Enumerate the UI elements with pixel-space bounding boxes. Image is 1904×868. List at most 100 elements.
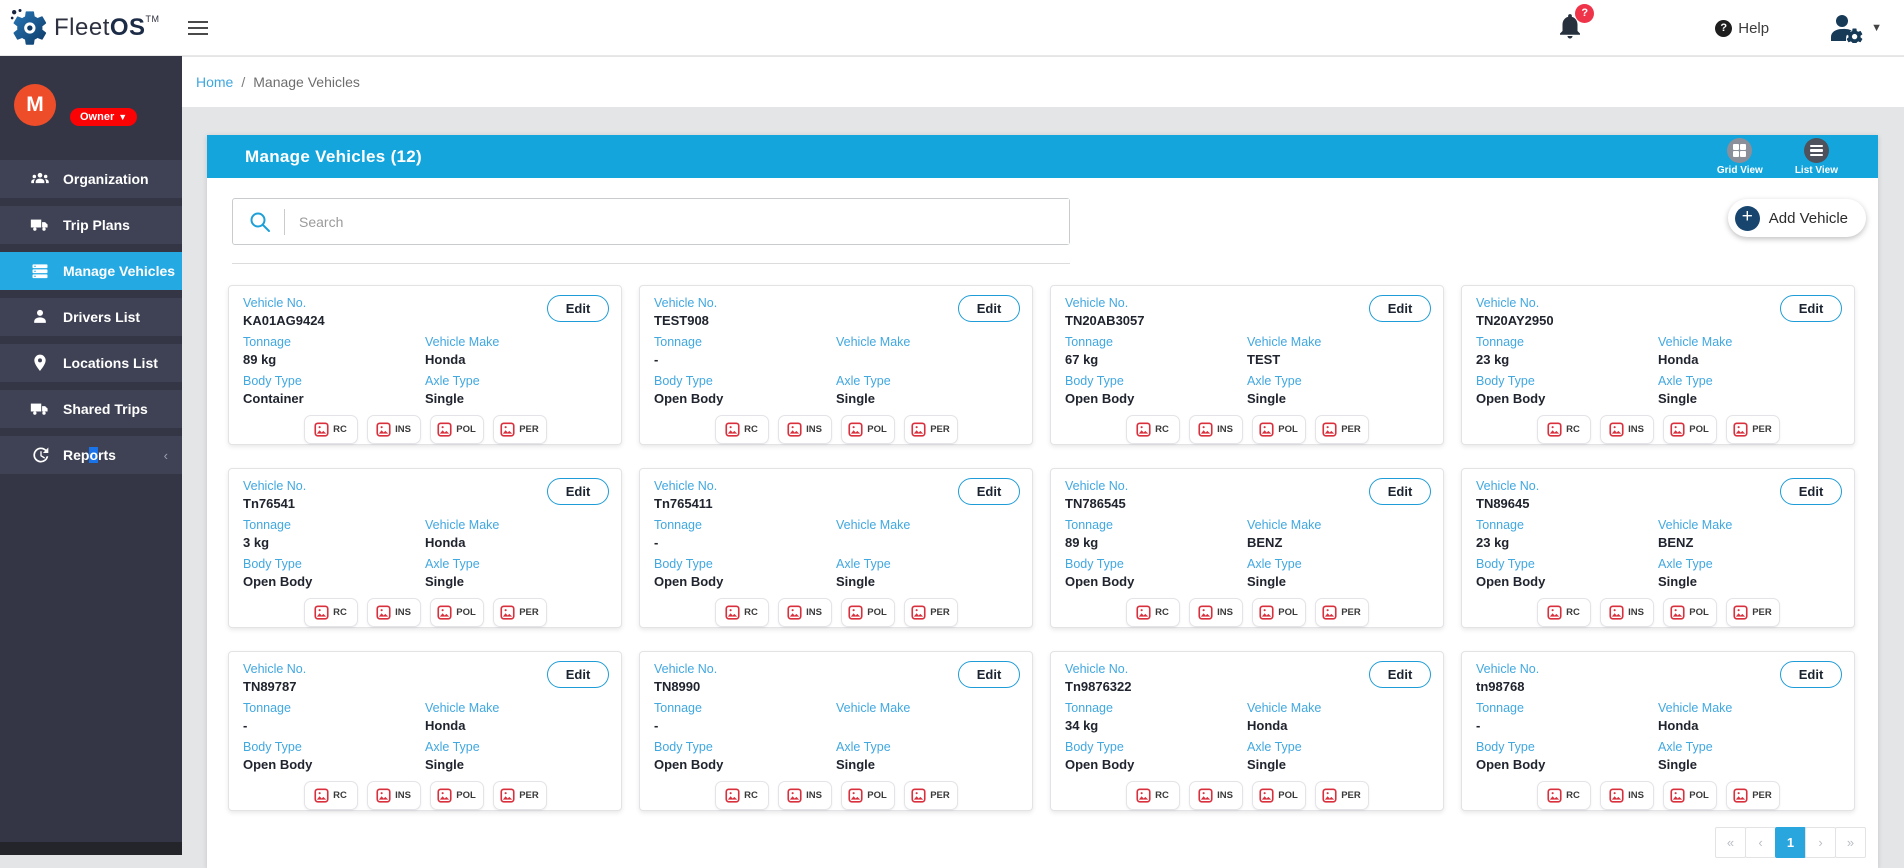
doc-badge-label: RC (744, 607, 758, 618)
page-1-button[interactable]: 1 (1775, 827, 1806, 858)
edit-button[interactable]: Edit (547, 295, 609, 322)
doc-badge-pol[interactable]: POL (1251, 598, 1306, 627)
doc-badge-per[interactable]: PER (903, 781, 958, 810)
doc-badge-ins[interactable]: INS (366, 781, 421, 810)
sidebar-item-trip-plans[interactable]: Trip Plans (0, 206, 182, 244)
sidebar-item-reports[interactable]: Reports ‹ (0, 436, 182, 474)
doc-badge-pol[interactable]: POL (840, 781, 895, 810)
doc-badge-per[interactable]: PER (1725, 781, 1780, 810)
edit-button[interactable]: Edit (958, 661, 1020, 688)
doc-badge-per[interactable]: PER (1725, 415, 1780, 444)
doc-badge-pol[interactable]: POL (840, 598, 895, 627)
doc-badge-ins[interactable]: INS (1188, 598, 1243, 627)
doc-badge-rc[interactable]: RC (1536, 415, 1591, 444)
doc-badge-ins[interactable]: INS (1188, 415, 1243, 444)
menu-toggle-icon[interactable] (187, 17, 208, 39)
next-page-button[interactable]: › (1805, 827, 1836, 858)
search-input[interactable] (299, 199, 1069, 244)
doc-badge-per[interactable]: PER (492, 598, 547, 627)
doc-badge-ins[interactable]: INS (1599, 781, 1654, 810)
help-button[interactable]: ? Help (1715, 19, 1769, 37)
vehicle-no-value: KA01AG9424 (243, 313, 325, 328)
doc-badge-per[interactable]: PER (492, 415, 547, 444)
doc-badge-ins[interactable]: INS (1599, 598, 1654, 627)
edit-button[interactable]: Edit (547, 661, 609, 688)
doc-badge-ins[interactable]: INS (366, 415, 421, 444)
axle-type-label: Axle Type (1658, 740, 1713, 754)
grid-view-button[interactable]: Grid View (1717, 138, 1763, 176)
doc-badge-rc[interactable]: RC (1125, 781, 1180, 810)
edit-button[interactable]: Edit (1369, 295, 1431, 322)
edit-button[interactable]: Edit (1369, 478, 1431, 505)
vehicle-card: Vehicle No. TN20AB3057 Edit Tonnage 67 k… (1050, 285, 1444, 445)
avatar[interactable]: M (14, 84, 56, 126)
doc-badge-pol[interactable]: POL (1251, 415, 1306, 444)
last-page-button[interactable]: » (1835, 827, 1866, 858)
doc-badge-ins[interactable]: INS (777, 598, 832, 627)
role-badge[interactable]: Owner ▼ (70, 108, 138, 126)
doc-badge-ins[interactable]: INS (777, 415, 832, 444)
doc-badge-pol[interactable]: POL (429, 415, 484, 444)
sidebar-nav: Organization Trip Plans Manage Vehicles Dri… (0, 160, 182, 474)
doc-badge-pol[interactable]: POL (1251, 781, 1306, 810)
sidebar-item-shared-trips[interactable]: Shared Trips (0, 390, 182, 428)
breadcrumb-home-link[interactable]: Home (196, 74, 234, 90)
doc-badge-rc[interactable]: RC (1536, 781, 1591, 810)
axle-type-label: Axle Type (1658, 374, 1713, 388)
vehicle-make-label: Vehicle Make (425, 518, 500, 532)
image-doc-icon (1547, 605, 1562, 620)
add-vehicle-button[interactable]: + Add Vehicle (1727, 199, 1866, 237)
doc-badge-per[interactable]: PER (1725, 598, 1780, 627)
sidebar-item-label: Organization (63, 171, 149, 187)
prev-page-button[interactable]: ‹ (1745, 827, 1776, 858)
list-view-button[interactable]: List View (1795, 138, 1838, 176)
edit-button[interactable]: Edit (1369, 661, 1431, 688)
doc-badge-rc[interactable]: RC (714, 781, 769, 810)
doc-badge-pol[interactable]: POL (429, 781, 484, 810)
doc-badge-rc[interactable]: RC (303, 415, 358, 444)
doc-badge-ins[interactable]: INS (366, 598, 421, 627)
page-title: Manage Vehicles (12) (245, 146, 423, 166)
doc-badge-pol[interactable]: POL (1662, 598, 1717, 627)
doc-badge-per[interactable]: PER (1314, 598, 1369, 627)
sidebar-item-locations-list[interactable]: Locations List (0, 344, 182, 382)
sidebar-item-organization[interactable]: Organization (0, 160, 182, 198)
first-page-button[interactable]: « (1715, 827, 1746, 858)
edit-button[interactable]: Edit (1780, 478, 1842, 505)
account-menu-button[interactable]: ▼ (1829, 13, 1882, 43)
doc-badge-pol[interactable]: POL (429, 598, 484, 627)
edit-button[interactable]: Edit (958, 478, 1020, 505)
doc-badge-per[interactable]: PER (1314, 415, 1369, 444)
doc-badge-pol[interactable]: POL (1662, 781, 1717, 810)
sidebar-item-manage-vehicles[interactable]: Manage Vehicles (0, 252, 182, 290)
doc-badge-ins[interactable]: INS (1188, 781, 1243, 810)
doc-badge-per[interactable]: PER (903, 598, 958, 627)
doc-badge-per[interactable]: PER (1314, 781, 1369, 810)
notifications-button[interactable]: ? (1555, 3, 1595, 46)
doc-badge-ins[interactable]: INS (777, 781, 832, 810)
doc-badge-rc[interactable]: RC (1536, 598, 1591, 627)
image-doc-icon (1322, 788, 1337, 803)
edit-button[interactable]: Edit (1780, 661, 1842, 688)
doc-badge-ins[interactable]: INS (1599, 415, 1654, 444)
edit-button[interactable]: Edit (1780, 295, 1842, 322)
edit-button[interactable]: Edit (958, 295, 1020, 322)
vehicle-make-value: Honda (1658, 352, 1699, 367)
vehicle-no-label: Vehicle No. (654, 296, 718, 310)
doc-badge-rc[interactable]: RC (714, 415, 769, 444)
body-type-label: Body Type (1476, 740, 1535, 754)
tonnage-label: Tonnage (654, 335, 702, 349)
doc-badge-rc[interactable]: RC (1125, 415, 1180, 444)
edit-button[interactable]: Edit (547, 478, 609, 505)
doc-badge-per[interactable]: PER (903, 415, 958, 444)
doc-badge-rc[interactable]: RC (303, 598, 358, 627)
doc-badge-rc[interactable]: RC (1125, 598, 1180, 627)
doc-badge-per[interactable]: PER (492, 781, 547, 810)
sidebar-item-drivers-list[interactable]: Drivers List (0, 298, 182, 336)
doc-badge-pol[interactable]: POL (1662, 415, 1717, 444)
chevron-left-icon[interactable]: ‹ (163, 447, 168, 463)
doc-badge-rc[interactable]: RC (714, 598, 769, 627)
question-icon: ? (1715, 19, 1733, 37)
doc-badge-rc[interactable]: RC (303, 781, 358, 810)
doc-badge-pol[interactable]: POL (840, 415, 895, 444)
